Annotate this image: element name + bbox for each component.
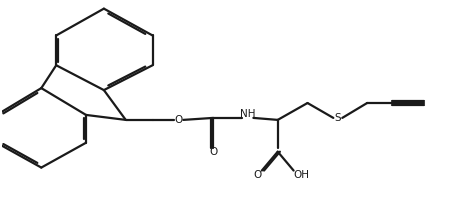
Text: O: O — [174, 115, 183, 125]
Text: O: O — [254, 170, 262, 180]
Text: OH: OH — [294, 170, 310, 180]
Text: NH: NH — [240, 109, 256, 119]
Text: S: S — [334, 113, 341, 123]
Text: O: O — [209, 147, 217, 157]
